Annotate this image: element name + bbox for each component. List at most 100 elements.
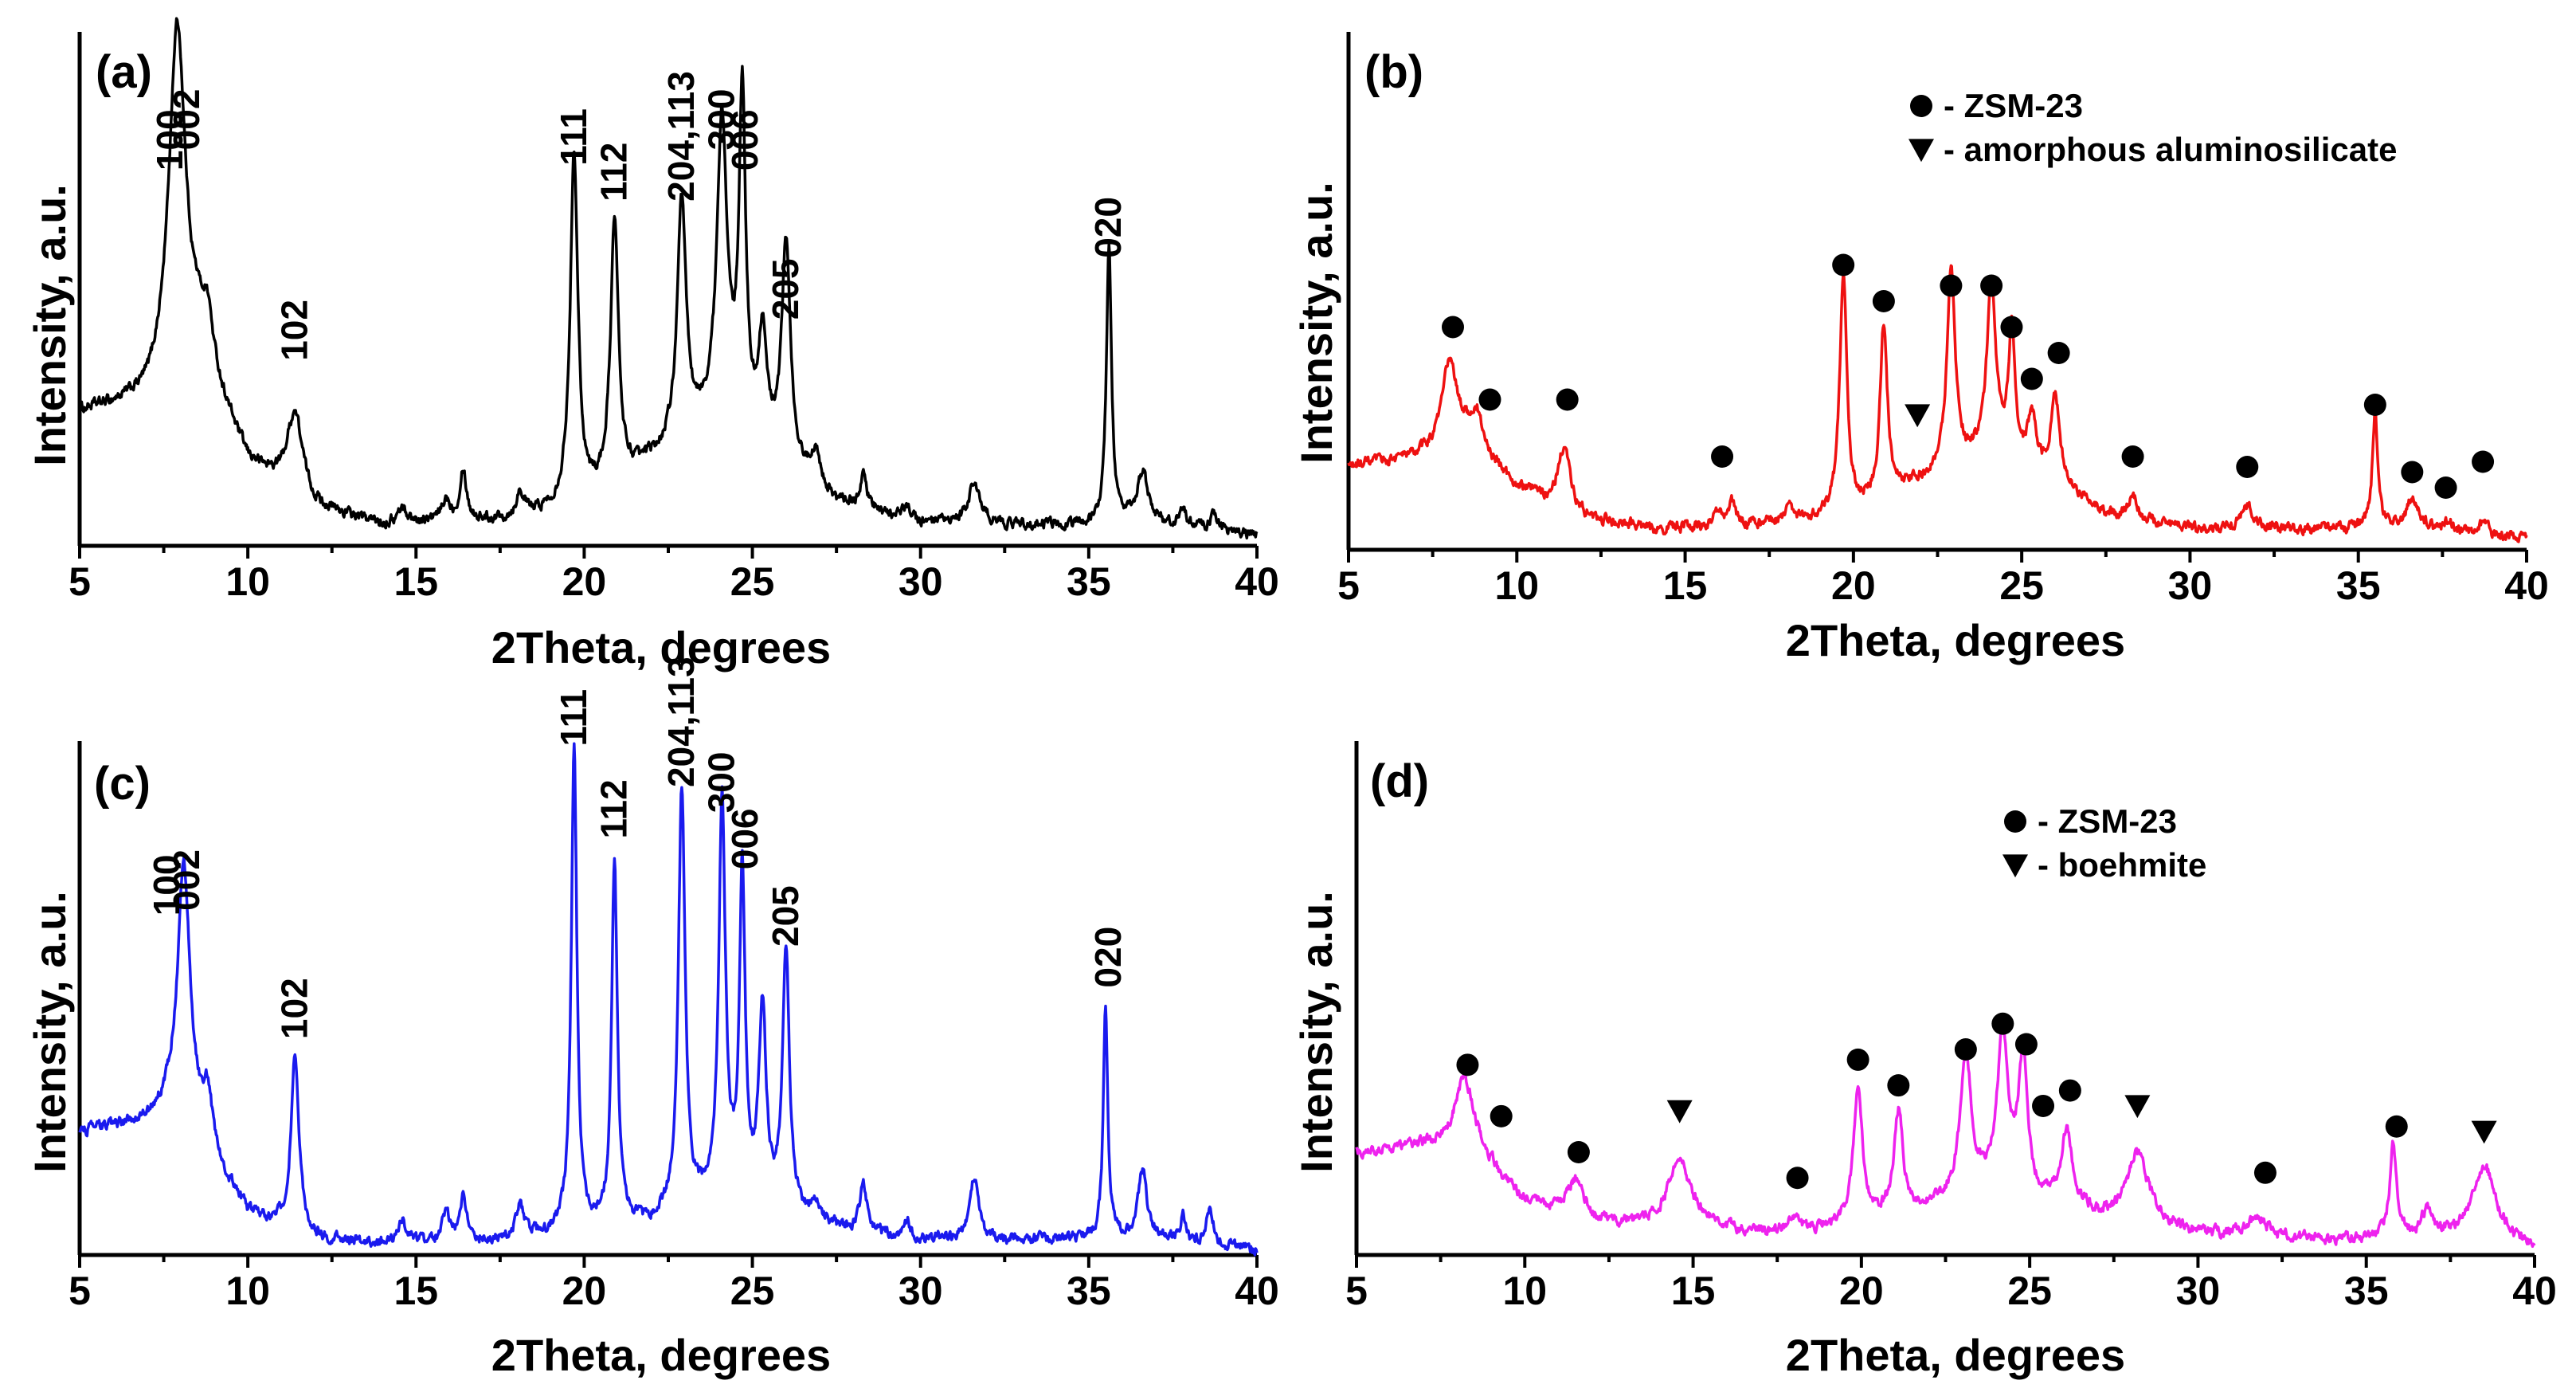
peak-label: 300 [701,752,742,814]
x-tick-label: 5 [1337,563,1360,608]
zsm23-marker [2472,450,2495,473]
x-tick-label: 40 [1235,1269,1279,1313]
x-tick-label: 35 [2336,563,2381,608]
y-axis-title: Intensity, a.u. [1291,891,1341,1173]
zsm23-marker [1872,290,1895,312]
legend-entry: - amorphous aluminosilicate [1944,131,2397,168]
x-tick-label: 30 [898,559,943,604]
xrd-pattern-line [78,742,1259,1257]
zsm23-marker [1711,445,1734,468]
peak-label: 111 [553,108,594,166]
peak-label: 204,113 [660,71,702,202]
zsm23-marker [1786,1167,1809,1190]
panel-b: (b) 2Theta, degrees Intensity, a.u. 5 10 1… [1291,32,2549,665]
x-tick-label: 25 [730,559,775,604]
x-tick-label: 35 [1067,559,1111,604]
zsm23-marker [1478,388,1501,411]
zsm23-marker [2032,1094,2055,1117]
peak-label: 020 [1087,927,1129,988]
panel-label: (c) [94,758,151,810]
x-tick-label: 15 [393,1269,438,1313]
zsm23-marker [1887,1074,1910,1097]
legend-triangle-symbol [1909,139,1934,163]
x-tick-label: 5 [69,1269,91,1313]
zsm23-marker [1991,1012,2014,1035]
peak-label: 100 [146,855,187,916]
x-tick-label: 15 [1663,563,1708,608]
x-tick-label: 25 [2007,1269,2052,1313]
peak-label: 002 [166,849,207,911]
peak-label: 002 [166,89,207,151]
peak-label: 205 [765,885,806,947]
peak-label: 204,113 [660,657,702,787]
zsm23-marker [1490,1104,1513,1127]
zsm23-marker [1832,253,1855,276]
peak-label: 006 [724,809,765,870]
zsm23-marker [2121,445,2144,468]
zsm23-marker [1846,1048,1869,1071]
x-tick-label: 30 [898,1269,943,1313]
y-axis-title: Intensity, a.u. [25,891,75,1173]
peak-label: 112 [593,143,634,202]
xrd-pattern-line [78,17,1259,540]
x-tick-label: 35 [2344,1269,2389,1313]
zsm23-marker [2236,456,2259,478]
x-tick-label: 5 [1345,1269,1368,1313]
legend-circle-symbol [2004,810,2026,833]
x-tick-label: 30 [2176,1269,2221,1313]
legend-triangle-symbol [2002,854,2028,878]
peak-label: 112 [593,779,634,838]
x-tick-label: 10 [225,559,270,604]
triangle-marker [1666,1100,1693,1124]
peak-label: 100 [149,109,190,171]
peak-label: 205 [765,258,806,320]
zsm23-marker [2058,1079,2081,1102]
legend-circle-symbol [1910,95,1932,117]
triangle-marker [2124,1095,2151,1119]
zsm23-marker [2385,1115,2408,1138]
x-tick-label: 15 [393,559,438,604]
x-tick-label: 40 [2504,563,2549,608]
zsm23-marker [2401,461,2424,484]
peak-label: 102 [273,978,315,1039]
x-tick-label: 15 [1671,1269,1716,1313]
x-tick-label: 10 [1494,563,1539,608]
x-axis-title: 2Theta, degrees [1786,615,2125,665]
zsm23-marker [2020,367,2043,390]
x-tick-label: 40 [1235,559,1279,604]
zsm23-marker [1441,316,1464,339]
x-tick-label: 20 [562,1269,607,1313]
peak-label: 006 [724,109,765,171]
x-tick-label: 35 [1067,1269,1111,1313]
x-tick-label: 5 [69,559,91,604]
panel-c: (c) 2Theta, degrees Intensity, a.u. 5 10 1… [25,657,1279,1380]
panel-label: (d) [1370,755,1429,807]
xrd-pattern-line [1347,264,2528,543]
x-tick-label: 40 [2512,1269,2557,1313]
x-tick-label: 20 [562,559,607,604]
x-axis-title: 2Theta, degrees [491,622,831,673]
legend-entry: - boehmite [2038,846,2206,884]
panel-label: (a) [96,46,152,98]
legend-entry: - ZSM-23 [2038,802,2177,840]
x-tick-label: 10 [225,1269,270,1313]
zsm23-marker [1954,1038,1977,1061]
zsm23-marker [1556,388,1579,411]
xrd-pattern-line [1355,1022,2536,1249]
peak-label: 102 [273,300,315,361]
y-axis-title: Intensity, a.u. [1291,182,1341,464]
triangle-marker [1905,404,1931,428]
zsm23-marker [2000,316,2023,339]
x-tick-label: 25 [1999,563,2044,608]
legend-entry: - ZSM-23 [1944,87,2083,124]
zsm23-marker [1567,1141,1590,1163]
panel-a: (a) 2Theta, degrees Intensity, a.u. 5 10 1… [25,17,1279,673]
zsm23-marker [1456,1053,1479,1076]
zsm23-marker [2014,1033,2038,1056]
x-tick-label: 10 [1502,1269,1547,1313]
x-tick-label: 30 [2168,563,2213,608]
zsm23-marker [2253,1161,2277,1184]
x-axis-title: 2Theta, degrees [1786,1330,2125,1380]
panel-label: (b) [1364,46,1423,98]
